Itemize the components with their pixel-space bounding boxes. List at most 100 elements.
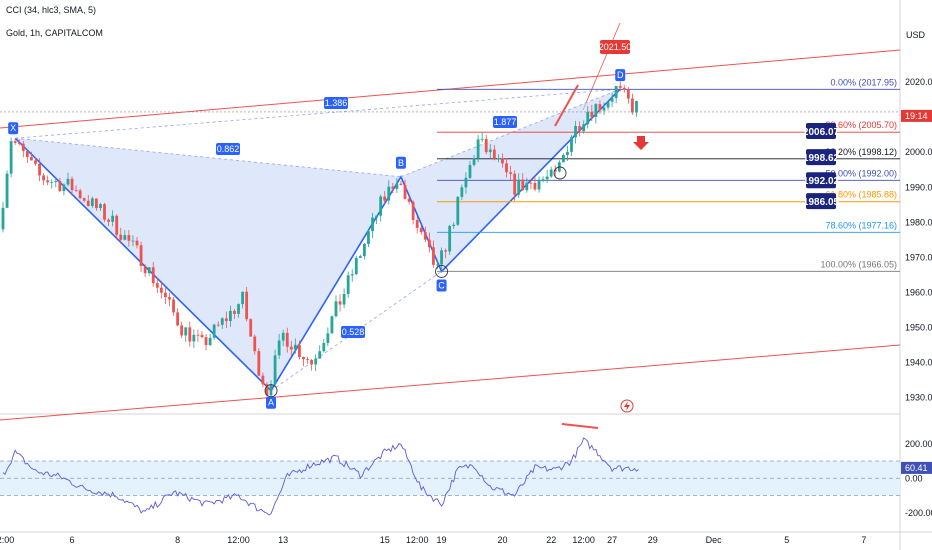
candle-body	[62, 184, 66, 192]
ratio-badge	[493, 116, 517, 128]
candle-body	[168, 297, 171, 300]
candle-body	[86, 200, 90, 207]
cci-value-label: 60.41	[905, 463, 928, 473]
ratio-label: 0.528	[342, 327, 365, 337]
currency-label[interactable]: USD	[906, 30, 926, 40]
circle-retest	[553, 166, 567, 180]
time-tick-label: 12:00	[227, 535, 250, 545]
candle-body	[115, 215, 119, 235]
candle-body	[541, 179, 545, 181]
target-tag-box	[806, 122, 836, 139]
candle-body	[46, 180, 50, 183]
candle-body	[74, 190, 78, 191]
candle-body	[464, 177, 468, 188]
candle-body	[318, 351, 322, 359]
candle-body	[440, 250, 443, 265]
time-tick-label: 12:00	[0, 535, 14, 545]
candle-body	[261, 375, 265, 385]
pattern-ratio-line-0	[15, 137, 401, 178]
time-tick-label: 6	[70, 535, 75, 545]
candle-body	[594, 104, 598, 117]
candle-body	[367, 231, 370, 244]
candle-body	[204, 337, 208, 345]
candle-body	[229, 310, 232, 322]
candle-body	[509, 172, 512, 174]
candle-body	[626, 89, 630, 99]
cci-divergence-line	[561, 423, 599, 429]
candle-body	[590, 111, 594, 117]
candle-body	[123, 235, 127, 240]
candle-body	[383, 196, 387, 201]
candle-body	[265, 384, 269, 396]
candle-body	[17, 142, 21, 144]
candle-body	[38, 163, 41, 176]
candle-body	[58, 181, 62, 192]
candle-body	[42, 175, 46, 181]
candle-body	[614, 85, 618, 99]
candle-body	[298, 344, 301, 358]
candle-body	[257, 351, 261, 376]
candle-body	[419, 227, 423, 233]
indicator-header: CCI (34, hlc3, SMA, 5)	[6, 5, 97, 15]
pattern-point-badge	[266, 396, 277, 409]
candle-body	[302, 357, 305, 360]
price-tick-label: 1940.00	[905, 358, 932, 368]
pattern-point-badge	[615, 69, 626, 82]
candle-body	[119, 234, 123, 240]
time-tick-label: Dec	[706, 535, 723, 545]
candle-body	[233, 310, 236, 314]
candle-body	[127, 235, 131, 241]
candle-body	[50, 181, 54, 183]
candle-body	[582, 124, 586, 132]
target-tag-box	[806, 193, 836, 210]
pattern-point-badge	[395, 156, 406, 169]
lightning-icon-glyph	[624, 401, 630, 411]
candle-body	[371, 217, 374, 232]
candle-body	[456, 196, 460, 225]
candle-body	[25, 151, 29, 158]
candle-body	[5, 173, 9, 208]
candle-body	[70, 178, 74, 191]
candle-body	[82, 198, 86, 201]
target-tag-label: 1986.05	[803, 197, 840, 208]
candle-body	[497, 158, 500, 160]
price-tick-label: 1970.00	[905, 252, 932, 262]
fib-level-label: 50.00% (1992.00)	[825, 168, 897, 178]
candle-body	[379, 196, 383, 216]
candle-body	[237, 304, 240, 314]
candle-body	[521, 179, 525, 191]
ratio-badge	[324, 97, 348, 109]
time-tick-label: 7	[861, 535, 866, 545]
time-tick-label: 27	[607, 535, 617, 545]
candle-body	[281, 332, 285, 341]
candle-body	[476, 139, 480, 159]
candle-body	[484, 138, 488, 153]
price-tick-label: 2020.00	[905, 77, 932, 87]
candle-body	[277, 340, 281, 356]
candle-body	[631, 98, 634, 113]
candle-body	[586, 111, 590, 125]
candle-body	[411, 201, 415, 221]
candle-body	[452, 224, 456, 227]
candle-body	[492, 149, 496, 160]
candle-body	[517, 179, 521, 195]
symbol-header: Gold, 1h, CAPITALCOM	[6, 28, 103, 38]
candle-body	[618, 85, 622, 88]
candle-body	[293, 344, 297, 350]
candle-body	[216, 324, 220, 326]
candle-body	[90, 198, 94, 207]
candle-body	[224, 318, 228, 322]
pattern-point-label: D	[617, 70, 624, 80]
time-tick-label: 5	[784, 535, 789, 545]
candle-body	[545, 176, 549, 180]
candle-body	[241, 291, 244, 305]
candle-body	[94, 198, 98, 209]
candle-body	[533, 182, 537, 190]
countdown-label: 19:14	[905, 111, 928, 121]
price-tick-label: 1950.00	[905, 323, 932, 333]
candle-body	[176, 312, 180, 326]
countdown-tag	[901, 109, 932, 122]
cci-tick-label: 200.00	[905, 439, 932, 449]
candle-body	[107, 219, 110, 222]
